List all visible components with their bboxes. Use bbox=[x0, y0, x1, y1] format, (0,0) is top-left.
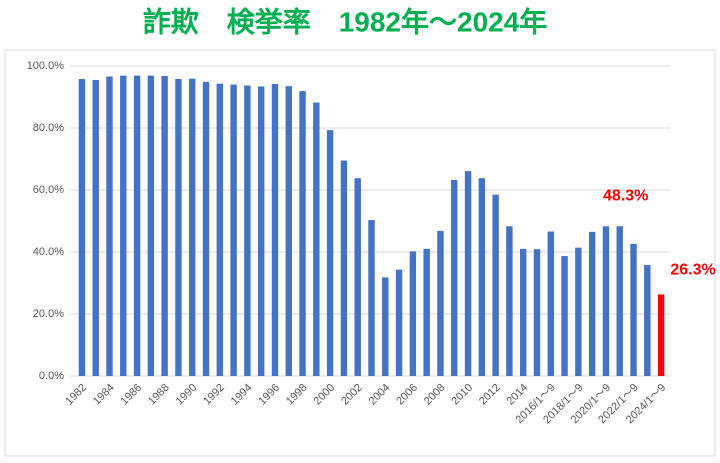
chart-title: 詐欺 検挙率 1982年～2024年 bbox=[143, 5, 548, 37]
y-tick-label: 60.0% bbox=[33, 184, 64, 196]
bar bbox=[299, 91, 306, 377]
x-tick-label: 2010 bbox=[449, 382, 475, 408]
bar bbox=[216, 83, 224, 377]
bar bbox=[492, 194, 499, 376]
bar bbox=[92, 79, 99, 376]
x-tick-label: 1990 bbox=[174, 382, 200, 408]
bar bbox=[175, 79, 182, 377]
bar bbox=[657, 294, 665, 376]
bar bbox=[354, 178, 361, 376]
bar bbox=[78, 79, 86, 377]
x-tick-label: 1998 bbox=[284, 382, 310, 408]
bar bbox=[506, 226, 513, 376]
bar bbox=[285, 86, 292, 377]
x-tick-label: 2004 bbox=[367, 382, 393, 408]
x-tick-label: 2012 bbox=[477, 382, 503, 408]
bar bbox=[409, 251, 417, 376]
bar bbox=[202, 81, 210, 376]
bar bbox=[519, 248, 527, 376]
bar bbox=[244, 85, 251, 376]
x-tick-label: 2006 bbox=[394, 382, 420, 408]
bar bbox=[616, 226, 623, 376]
y-tick-label: 20.0% bbox=[33, 308, 64, 320]
bar bbox=[189, 78, 196, 377]
x-tick-label: 1986 bbox=[118, 382, 144, 408]
bar bbox=[161, 75, 168, 377]
bar bbox=[423, 248, 430, 376]
bar bbox=[340, 160, 348, 376]
bar bbox=[313, 102, 320, 376]
x-tick-label: 2000 bbox=[312, 382, 338, 408]
bar bbox=[602, 226, 610, 376]
y-tick-label: 40.0% bbox=[33, 246, 64, 258]
bar bbox=[326, 130, 334, 376]
x-tick-label: 1992 bbox=[201, 382, 227, 408]
bar bbox=[478, 178, 486, 376]
y-tick-label: 100.0% bbox=[27, 60, 65, 72]
x-tick-label: 1984 bbox=[91, 382, 117, 408]
x-tick-label: 1996 bbox=[256, 382, 282, 408]
x-tick-label: 1994 bbox=[229, 382, 255, 408]
bar bbox=[382, 277, 389, 376]
chart-border bbox=[4, 49, 716, 457]
bar bbox=[368, 220, 375, 376]
bar bbox=[257, 86, 265, 377]
bar bbox=[230, 84, 237, 376]
bar bbox=[147, 75, 155, 377]
data-label: 48.3% bbox=[603, 187, 648, 204]
bar bbox=[120, 75, 127, 377]
bar bbox=[106, 76, 113, 376]
bar bbox=[630, 243, 637, 376]
bar bbox=[533, 249, 541, 376]
bar bbox=[395, 269, 403, 376]
x-tick-label: 2002 bbox=[339, 382, 365, 408]
bar bbox=[644, 265, 651, 376]
y-tick-label: 80.0% bbox=[33, 122, 64, 134]
bar bbox=[547, 231, 554, 376]
bar bbox=[437, 230, 444, 376]
bar bbox=[588, 231, 596, 376]
bar bbox=[561, 256, 568, 376]
bar bbox=[464, 171, 472, 376]
bar bbox=[575, 247, 582, 376]
data-label: 26.3% bbox=[670, 262, 715, 279]
x-tick-label: 1982 bbox=[63, 382, 89, 408]
bar bbox=[451, 180, 458, 376]
x-tick-label: 1988 bbox=[146, 382, 172, 408]
bar bbox=[133, 75, 141, 377]
y-tick-label: 0.0% bbox=[39, 370, 64, 382]
bar bbox=[271, 83, 279, 376]
x-tick-label: 2008 bbox=[422, 382, 448, 408]
